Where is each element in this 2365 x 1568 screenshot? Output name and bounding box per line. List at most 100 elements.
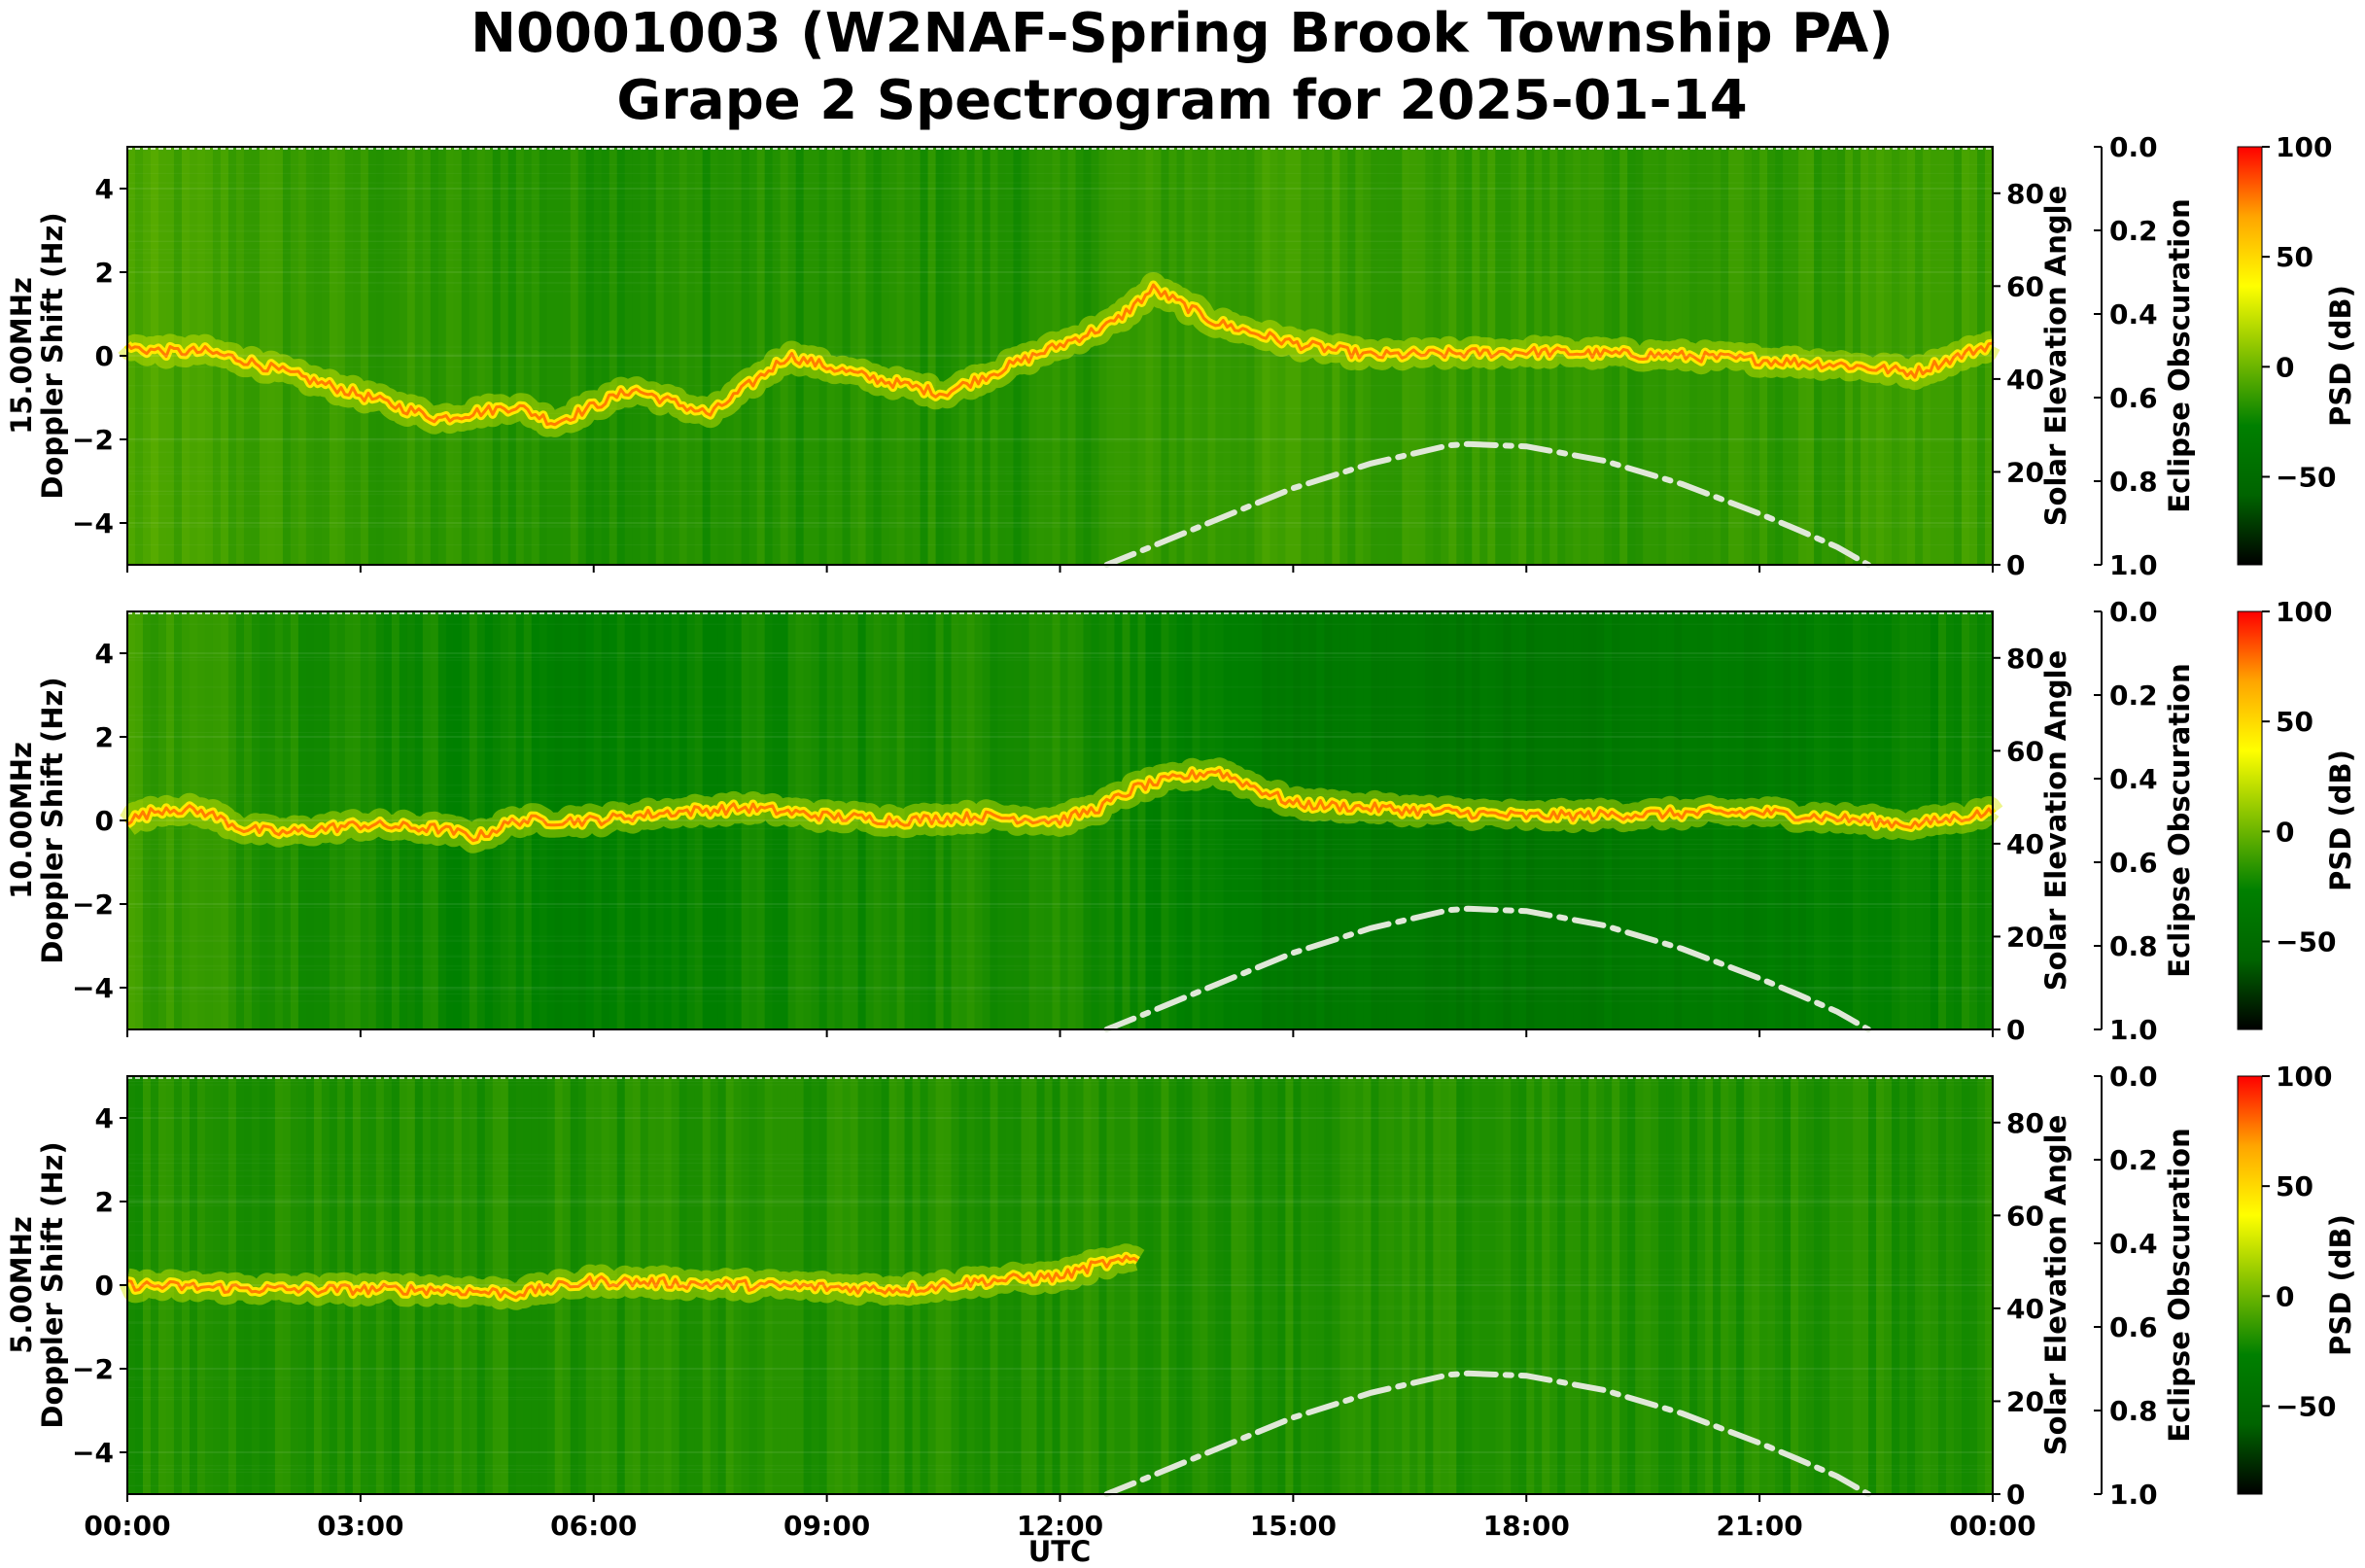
eclipse-tick-label: 0.2 [2109,1144,2158,1176]
colorbar-tick-label: −50 [2276,461,2336,493]
y2-tick-label: 0 [2006,549,2025,581]
eclipse-tick-label: 0.8 [2109,466,2158,498]
y-axis-label-frequency: 15.00MHz [5,277,38,435]
y-axis-label-doppler: Doppler Shift (Hz) [36,1141,69,1428]
colorbar-tick-label: 50 [2276,706,2313,738]
y2-tick-label: 20 [2006,921,2044,953]
eclipse-tick-label: 0.8 [2109,930,2158,962]
x-tick-label: 00:00 [1949,1510,2035,1542]
chart-subtitle: Grape 2 Spectrogram for 2025-01-14 [616,69,1747,132]
y2-tick-label: 80 [2006,643,2044,675]
y2-axis-label: Solar Elevation Angle [2039,650,2072,992]
eclipse-tick-label: 0.6 [2109,382,2158,414]
y-tick-label: 2 [95,257,114,289]
solar-elevation-curve [1103,440,1872,568]
colorbar-label: PSD (dB) [2324,1214,2357,1356]
colorbar-tick-label: 0 [2276,816,2294,848]
y2-tick-label: 40 [2006,364,2044,396]
y-tick-label: 0 [95,805,114,837]
eclipse-tick-label: 1.0 [2109,1479,2158,1511]
y2-tick-label: 60 [2006,1200,2044,1232]
x-tick-label: 06:00 [550,1510,637,1542]
y2-tick-label: 80 [2006,1107,2044,1139]
y-tick-label: −4 [72,507,114,540]
doppler-trace-core [126,768,1995,843]
colorbar [2237,610,2263,1030]
y-tick-label: −4 [72,972,114,1004]
colorbar-tick-label: −50 [2276,925,2336,958]
x-tick-label: 03:00 [317,1510,403,1542]
x-axis-label: UTC [1028,1535,1092,1568]
y2-tick-label: 80 [2006,178,2044,210]
eclipse-tick-label: 1.0 [2109,1014,2158,1046]
eclipse-tick-label: 0.4 [2109,763,2158,795]
colorbar-label: PSD (dB) [2324,285,2357,427]
y-tick-label: 4 [95,1102,114,1134]
colorbar-tick-label: 0 [2276,351,2294,383]
eclipse-tick-label: 0.2 [2109,679,2158,712]
y2-axis-label: Solar Elevation Angle [2039,1115,2072,1456]
solar-elevation-curve [1103,1370,1872,1497]
eclipse-tick-label: 0.8 [2109,1395,2158,1427]
y-axis-label-frequency: 5.00MHz [5,1216,38,1354]
eclipse-tick-label: 0.0 [2109,1061,2158,1093]
y2-axis-label: Solar Elevation Angle [2039,186,2072,527]
y2-tick-label: 0 [2006,1014,2025,1046]
solar-elevation-curve [1103,905,1872,1032]
y-tick-label: 2 [95,721,114,753]
y2-tick-label: 40 [2006,1293,2044,1325]
y-axis-label-frequency: 10.00MHz [5,742,38,899]
y2-tick-label: 20 [2006,1385,2044,1417]
x-tick-label: 09:00 [783,1510,870,1542]
x-tick-label: 00:00 [84,1510,170,1542]
colorbar-tick-label: 0 [2276,1280,2294,1312]
eclipse-axis-label: Eclipse Obscuration [2163,663,2196,977]
colorbar-tick-label: 100 [2276,131,2332,163]
y-tick-label: −2 [72,424,114,456]
eclipse-axis-label: Eclipse Obscuration [2163,198,2196,512]
y-tick-label: 4 [95,638,114,670]
y2-tick-label: 60 [2006,735,2044,767]
y-tick-label: −2 [72,889,114,921]
y-tick-label: 0 [95,1270,114,1302]
eclipse-tick-label: 0.6 [2109,1311,2158,1343]
y-axis-label-doppler: Doppler Shift (Hz) [36,212,69,499]
eclipse-axis-label: Eclipse Obscuration [2163,1128,2196,1442]
chart-title: N0001003 (W2NAF-Spring Brook Township PA… [470,2,1894,65]
eclipse-tick-label: 0.0 [2109,131,2158,163]
colorbar-tick-label: −50 [2276,1390,2336,1422]
y2-tick-label: 0 [2006,1479,2025,1511]
y-axis-label-doppler: Doppler Shift (Hz) [36,677,69,963]
x-tick-label: 12:00 [1017,1510,1103,1542]
doppler-trace-core [126,1254,1139,1300]
y-tick-label: 2 [95,1186,114,1218]
y2-tick-label: 60 [2006,270,2044,302]
colorbar-tick-label: 100 [2276,1061,2332,1093]
x-tick-label: 18:00 [1483,1510,1570,1542]
eclipse-tick-label: 0.6 [2109,847,2158,879]
colorbar-tick-label: 50 [2276,241,2313,273]
y-tick-label: 0 [95,340,114,372]
colorbar [2237,146,2263,566]
y-tick-label: 4 [95,173,114,205]
colorbar-label: PSD (dB) [2324,749,2357,891]
colorbar [2237,1075,2263,1495]
eclipse-tick-label: 0.4 [2109,298,2158,331]
y-tick-label: −4 [72,1437,114,1469]
colorbar-tick-label: 100 [2276,596,2332,628]
x-tick-label: 15:00 [1250,1510,1337,1542]
eclipse-tick-label: 0.2 [2109,215,2158,247]
y2-tick-label: 20 [2006,456,2044,488]
y-tick-label: −2 [72,1353,114,1385]
y2-tick-label: 40 [2006,828,2044,860]
x-tick-label: 21:00 [1717,1510,1803,1542]
doppler-trace-core [125,283,1994,427]
eclipse-tick-label: 1.0 [2109,549,2158,581]
eclipse-tick-label: 0.4 [2109,1228,2158,1260]
colorbar-tick-label: 50 [2276,1170,2313,1202]
